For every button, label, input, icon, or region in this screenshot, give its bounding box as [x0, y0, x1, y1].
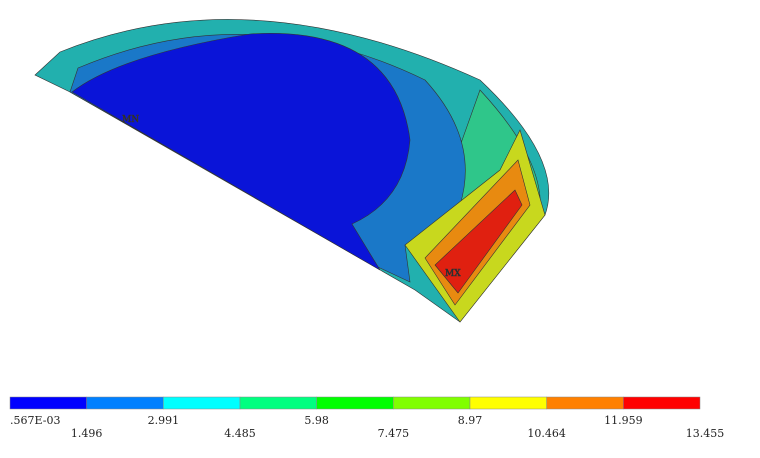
legend-swatch [317, 397, 394, 409]
legend-label: 10.464 [527, 427, 566, 440]
legend-label: 11.959 [604, 414, 643, 427]
legend-label: 2.991 [148, 414, 180, 427]
legend-swatch [10, 397, 87, 409]
legend: .567E-03 1.496 2.991 4.485 5.98 7.475 8.97 10.4… [10, 397, 724, 440]
legend-label: 13.455 [686, 427, 725, 440]
page: MN MX .567E-03 1.496 2.991 4.485 5.98 7.475 8.… [0, 0, 760, 458]
legend-label: 5.98 [304, 414, 329, 427]
legend-label: 8.97 [458, 414, 483, 427]
legend-label: 7.475 [378, 427, 410, 440]
legend-label: .567E-03 [10, 414, 60, 427]
model: MN MX [35, 19, 549, 322]
legend-swatch [393, 397, 470, 409]
contour-plot: MN MX .567E-03 1.496 2.991 4.485 5.98 7.475 8.… [0, 0, 760, 454]
legend-swatch [470, 397, 547, 409]
legend-label: 4.485 [224, 427, 256, 440]
legend-label: 1.496 [71, 427, 103, 440]
legend-swatch [240, 397, 317, 409]
legend-swatch [623, 397, 700, 409]
legend-swatch [163, 397, 240, 409]
min-marker: MN [122, 115, 139, 125]
legend-swatch [547, 397, 624, 409]
legend-swatch [87, 397, 164, 409]
max-marker: MX [445, 269, 461, 279]
